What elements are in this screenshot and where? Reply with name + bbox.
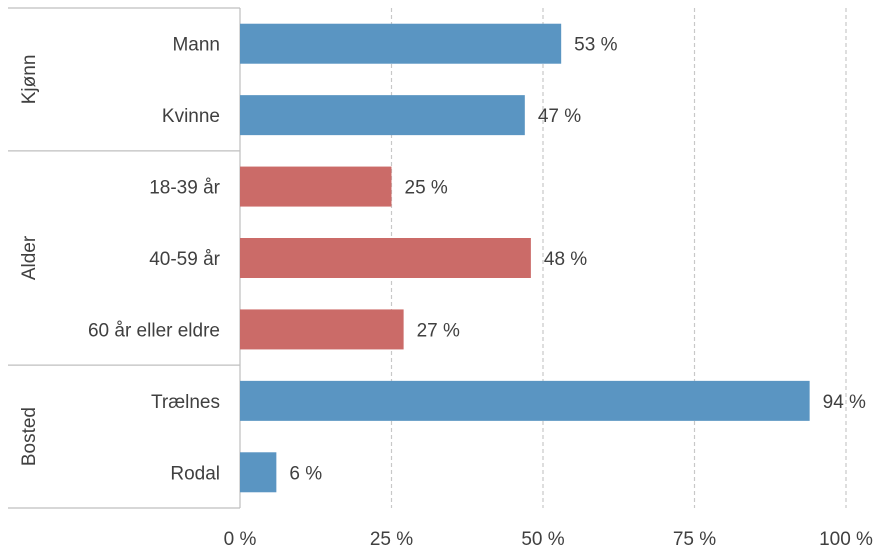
bar: [240, 238, 531, 278]
x-tick-label: 50 %: [521, 529, 564, 550]
bar: [240, 309, 404, 350]
category-label: Mann: [172, 35, 220, 56]
data-label: 53 %: [574, 35, 617, 56]
gridlines: [390, 8, 847, 508]
data-label: 6 %: [289, 463, 322, 484]
data-label: 25 %: [405, 178, 448, 199]
category-label: Trælnes: [151, 392, 220, 413]
group-label: Bosted: [19, 407, 40, 466]
data-label: 94 %: [823, 392, 866, 413]
category-label: 60 år eller eldre: [88, 320, 220, 341]
category-label: Kvinne: [162, 106, 220, 127]
category-label: 40-59 år: [149, 249, 220, 270]
x-axis-ticks: 0 % 25 % 50 % 75 % 100 %: [224, 529, 873, 550]
bar: [240, 380, 810, 421]
bar: [240, 166, 392, 207]
x-tick-label: 100 %: [819, 529, 873, 550]
bar: [240, 452, 277, 493]
data-labels: 53 % 47 % 25 % 48 % 27 % 94 % 6 %: [289, 35, 866, 485]
group-label: Kjønn: [19, 55, 40, 105]
category-label: 18-39 år: [149, 178, 220, 199]
bars: [240, 23, 810, 493]
group-label: Alder: [19, 235, 40, 280]
category-axis: Kjønn Mann Kvinne Alder 18-39 år 40-59 år 60 å…: [8, 7, 241, 509]
x-tick-label: 0 %: [224, 529, 257, 550]
data-label: 27 %: [417, 320, 460, 341]
category-label: Rodal: [170, 463, 220, 484]
data-label: 48 %: [544, 249, 587, 270]
x-tick-label: 25 %: [370, 529, 413, 550]
data-label: 47 %: [538, 106, 581, 127]
x-tick-label: 75 %: [673, 529, 716, 550]
bar: [240, 23, 562, 64]
bar: [240, 95, 525, 136]
